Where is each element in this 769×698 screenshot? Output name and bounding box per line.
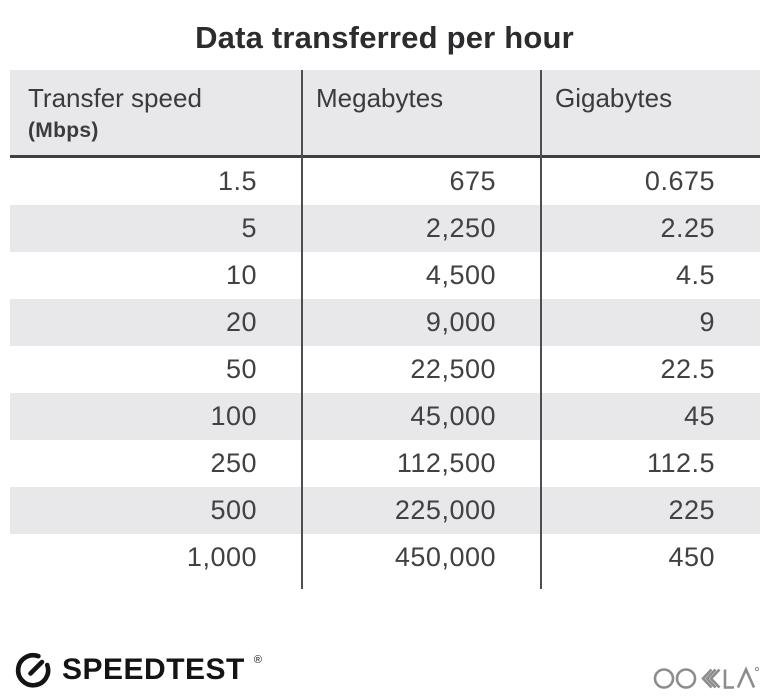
column-header-label: Gigabytes <box>555 83 673 113</box>
gauge-icon <box>15 652 51 688</box>
column-header-label: Transfer speed <box>28 83 202 113</box>
table-cell: 9,000 <box>425 307 496 337</box>
table-cell: 1.5 <box>217 166 257 196</box>
table-cell: 675 <box>449 166 496 196</box>
table-row: 50 22,500 22.5 <box>10 346 760 393</box>
ookla-wordmark-icon <box>653 666 760 689</box>
table-cell: 450,000 <box>394 542 496 572</box>
table-cell: 45,000 <box>410 401 496 431</box>
table-row: 1.5 675 0.675 <box>10 158 760 205</box>
page-title: Data transferred per hour <box>195 20 574 55</box>
table-row: 1,000 450,000 450 <box>10 534 760 581</box>
table-cell: 4.5 <box>675 260 715 290</box>
table-cell: 4,500 <box>425 260 496 290</box>
table-cell: 500 <box>210 495 257 525</box>
table-header-row: Transfer speed (Mbps) Megabytes Gigabyte… <box>10 70 760 158</box>
table-cell: 2,250 <box>425 213 496 243</box>
table-cell: 20 <box>225 307 257 337</box>
table-cell: 0.675 <box>644 166 715 196</box>
table-cell: 45 <box>683 401 715 431</box>
speedtest-logo: SPEEDTEST ® <box>14 648 262 692</box>
table-cell: 5 <box>241 213 257 243</box>
table-cell: 1,000 <box>186 542 257 572</box>
table-body: 1.5 675 0.675 5 2,250 2.25 10 4,500 4.5 20 9,000 9 5… <box>10 158 760 581</box>
column-header-megabytes: Megabytes <box>302 70 541 155</box>
column-header-gigabytes: Gigabytes <box>541 70 760 155</box>
table-row: 5 2,250 2.25 <box>10 205 760 252</box>
column-header-label: Megabytes <box>316 83 444 113</box>
table-cell: 50 <box>225 354 257 384</box>
table-cell: 100 <box>210 401 257 431</box>
table-cell: 112.5 <box>646 448 715 478</box>
table-row: 20 9,000 9 <box>10 299 760 346</box>
table-cell: 450 <box>668 542 715 572</box>
table-cell: 225 <box>668 495 715 525</box>
table-row: 500 225,000 225 <box>10 487 760 534</box>
table-cell: 112,500 <box>396 448 496 478</box>
table-cell: 2.25 <box>660 213 715 243</box>
table-row: 10 4,500 4.5 <box>10 252 760 299</box>
table-cell: 250 <box>210 448 257 478</box>
table-row: 250 112,500 112.5 <box>10 440 760 487</box>
data-table: Transfer speed (Mbps) Megabytes Gigabyte… <box>10 70 760 589</box>
table-cell: 10 <box>225 260 257 290</box>
ookla-logo <box>653 659 760 698</box>
table-row: 100 45,000 45 <box>10 393 760 440</box>
speedtest-wordmark: SPEEDTEST <box>62 653 245 686</box>
table-cell: 22,500 <box>410 354 496 384</box>
column-header-unit: (Mbps) <box>28 119 99 142</box>
column-divider <box>301 70 303 589</box>
registered-trademark-icon: ® <box>253 654 262 666</box>
table-cell: 22.5 <box>660 354 715 384</box>
column-divider <box>540 70 542 589</box>
column-header-transfer-speed: Transfer speed (Mbps) <box>10 70 302 155</box>
table-cell: 225,000 <box>394 495 496 525</box>
table-cell: 9 <box>699 307 715 337</box>
